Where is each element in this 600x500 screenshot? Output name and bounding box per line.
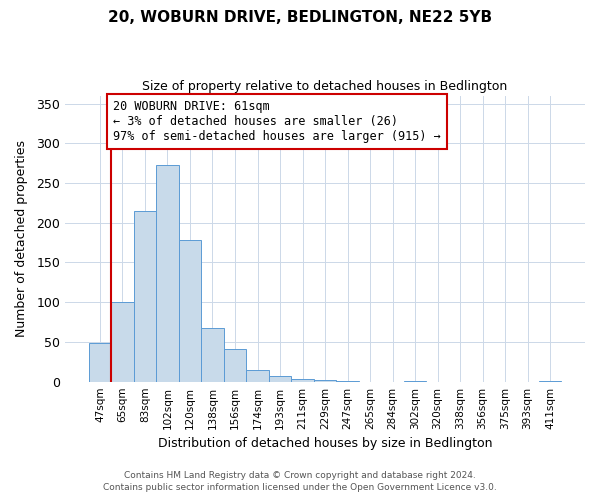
Bar (89, 342, 111, 382)
Text: 20 WOBURN DRIVE: 61sqm
← 3% of detached houses are smaller (26)
97% of semi-deta: 20 WOBURN DRIVE: 61sqm ← 3% of detached … (113, 100, 441, 144)
Bar (404, 381, 427, 382)
Bar (156, 166, 179, 382)
Bar (111, 302, 134, 382)
Bar (134, 211, 156, 382)
Bar (291, 378, 314, 382)
Bar (179, 240, 201, 382)
Title: Size of property relative to detached houses in Bedlington: Size of property relative to detached ho… (142, 80, 508, 93)
Text: 20, WOBURN DRIVE, BEDLINGTON, NE22 5YB: 20, WOBURN DRIVE, BEDLINGTON, NE22 5YB (108, 10, 492, 25)
Bar (246, 370, 269, 382)
Bar (269, 376, 291, 382)
Bar (336, 381, 359, 382)
Bar (201, 328, 224, 382)
Bar (224, 349, 246, 382)
Y-axis label: Number of detached properties: Number of detached properties (15, 140, 28, 337)
X-axis label: Distribution of detached houses by size in Bedlington: Distribution of detached houses by size … (158, 437, 492, 450)
Bar (314, 380, 336, 382)
Bar (539, 381, 562, 382)
Text: Contains HM Land Registry data © Crown copyright and database right 2024.
Contai: Contains HM Land Registry data © Crown c… (103, 471, 497, 492)
